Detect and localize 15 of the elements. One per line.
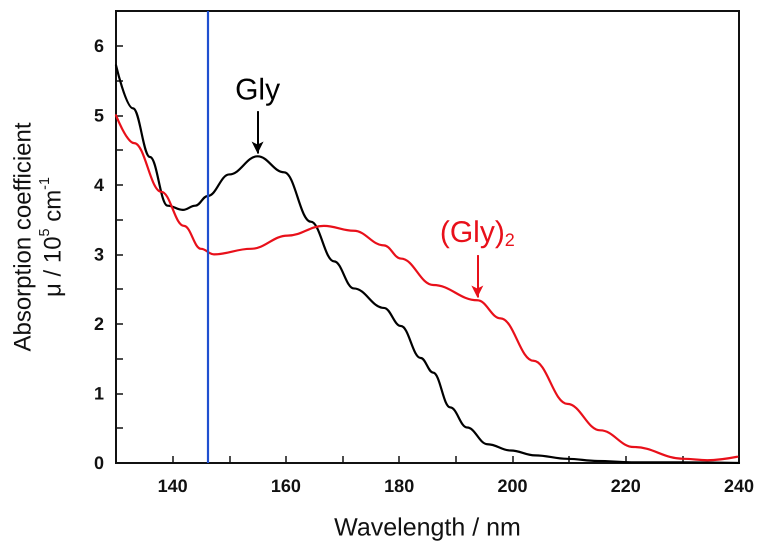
- y-tick-label: 6: [94, 36, 104, 56]
- x-tick-label: 240: [724, 476, 754, 496]
- x-tick-label: 180: [384, 476, 414, 496]
- x-tick-label: 140: [158, 476, 188, 496]
- y-tick-label: 2: [94, 314, 104, 334]
- y-tick-label: 0: [94, 453, 104, 473]
- y-tick-label: 1: [94, 383, 104, 404]
- x-tick-label: 220: [610, 476, 641, 496]
- y-tick-label: 5: [94, 105, 104, 126]
- x-tick-label: 200: [497, 476, 528, 496]
- y-tick-label: 3: [94, 244, 104, 264]
- x-tick-label: 160: [270, 476, 301, 496]
- annotation: Gly: [235, 74, 280, 107]
- x-axis-title: Wavelength / nm: [334, 514, 521, 542]
- y-tick-label: 4: [94, 174, 104, 195]
